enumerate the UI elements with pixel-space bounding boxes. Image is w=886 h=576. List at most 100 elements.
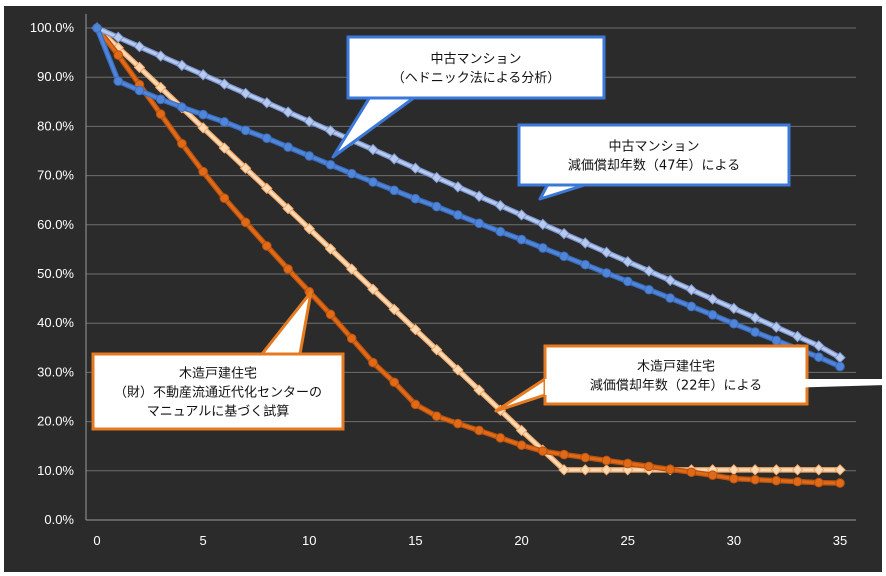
data-point: [133, 61, 146, 74]
data-point: [410, 399, 421, 410]
x-tick-label: 5: [200, 533, 207, 548]
callout-box: [346, 35, 606, 100]
data-point: [728, 302, 740, 315]
data-point: [750, 327, 760, 337]
data-point: [813, 352, 824, 362]
callout-line: 木造戸建住宅: [179, 367, 257, 382]
data-point: [515, 209, 528, 221]
data-point: [346, 333, 357, 344]
data-point: [516, 440, 527, 451]
data-point: [579, 464, 591, 476]
data-point: [453, 418, 463, 429]
callout-used-mansion-hedonic: 中古マンション （ヘドニック法による分析）: [331, 35, 606, 159]
data-point: [218, 142, 231, 154]
data-point: [835, 361, 845, 372]
data-point: [665, 293, 675, 303]
callout-line: 中古マンション: [430, 52, 521, 67]
data-point: [558, 464, 570, 476]
data-point: [176, 59, 188, 72]
data-point: [771, 475, 782, 486]
data-point: [813, 340, 825, 352]
callout-box: [543, 344, 809, 406]
data-point: [240, 217, 251, 228]
callout-line: 減価償却年数（47年）による: [568, 158, 740, 174]
data-point: [791, 464, 804, 476]
data-point: [559, 449, 569, 460]
callout-line: 中古マンション: [608, 140, 699, 155]
data-point: [134, 85, 145, 96]
y-axis-ticks: 0.0% 10.0% 20.0% 30.0% 40.0% 50.0% 60.0% 70.0% 8…: [30, 20, 75, 527]
x-tick-label: 35: [833, 533, 847, 548]
data-point: [197, 69, 209, 81]
data-point: [346, 263, 358, 275]
data-point: [240, 125, 251, 136]
data-point: [283, 264, 293, 274]
data-point: [239, 87, 252, 100]
data-point: [686, 301, 697, 312]
callout-joint: [545, 379, 886, 395]
data-point: [219, 117, 230, 127]
x-tick-label: 30: [727, 533, 741, 548]
data-point: [388, 153, 400, 165]
data-point: [686, 467, 697, 478]
y-tick-label: 20.0%: [37, 414, 74, 429]
data-point: [729, 473, 739, 484]
series-0: [91, 22, 846, 364]
data-point: [368, 357, 378, 368]
data-point: [262, 133, 272, 144]
data-point: [771, 335, 782, 346]
callout-line: （ヘドニック法による分析）: [392, 71, 561, 86]
data-point: [155, 94, 166, 105]
data-point: [325, 159, 336, 170]
y-tick-label: 100.0%: [30, 20, 75, 35]
data-point: [409, 323, 422, 336]
data-point: [409, 162, 422, 174]
y-tick-label: 60.0%: [37, 217, 74, 232]
x-tick-label: 10: [302, 533, 316, 548]
data-point: [473, 384, 485, 396]
x-tick-label: 25: [620, 533, 634, 548]
callout-line: 木造戸建住宅: [637, 360, 715, 375]
callout-box: [91, 352, 345, 431]
data-point: [729, 318, 739, 329]
data-point: [324, 125, 337, 137]
data-point: [580, 452, 591, 463]
data-point: [750, 474, 760, 485]
data-point: [389, 185, 400, 196]
data-point: [453, 210, 463, 220]
data-point: [559, 251, 569, 262]
data-point: [558, 227, 570, 240]
data-point: [430, 344, 443, 356]
data-point: [367, 283, 379, 295]
data-point: [282, 106, 294, 118]
x-tick-label: 0: [93, 533, 100, 548]
data-point: [133, 40, 146, 53]
data-point: [707, 310, 718, 320]
data-point: [770, 464, 783, 476]
data-point: [219, 193, 230, 204]
data-point: [388, 303, 400, 316]
data-point: [198, 166, 208, 177]
data-point: [452, 181, 464, 193]
callout-line: （財）不動産流通近代化センターの: [114, 385, 322, 401]
callouts-group: 中古マンション （ヘドニック法による分析） 中古マンション減価償却年数（47年）によ…: [91, 35, 886, 431]
data-point: [813, 477, 824, 488]
x-tick-label: 20: [514, 533, 528, 548]
data-point: [346, 168, 357, 179]
data-point: [452, 364, 464, 376]
x-tick-label: 15: [408, 533, 422, 548]
x-axis-ticks: 0 5 10 15 20 25 30 35: [93, 533, 847, 548]
data-point: [516, 234, 527, 245]
y-tick-label: 30.0%: [37, 364, 74, 379]
data-point: [410, 193, 421, 204]
data-point: [324, 243, 337, 255]
data-point: [283, 142, 293, 152]
data-point: [643, 265, 655, 277]
data-point: [155, 109, 166, 119]
data-point: [664, 274, 676, 287]
data-point: [113, 76, 124, 86]
y-tick-label: 90.0%: [37, 69, 74, 84]
data-point: [389, 377, 400, 388]
data-point: [198, 109, 208, 120]
